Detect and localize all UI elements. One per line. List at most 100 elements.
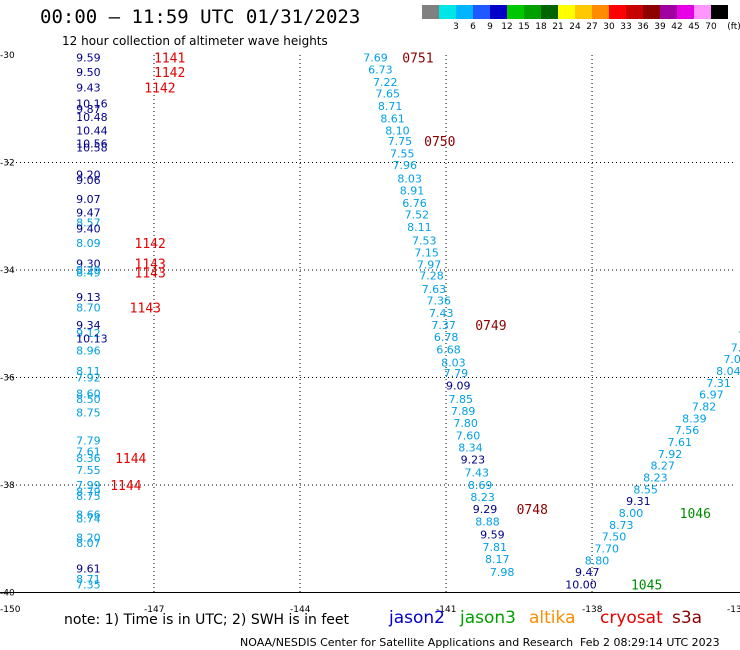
legend-label: 18 xyxy=(535,22,547,32)
wave-height-value: 8.49 xyxy=(76,267,101,280)
wave-height-value: 8.69 xyxy=(468,479,493,492)
wave-height-value: 9.30 xyxy=(76,258,101,271)
wave-height-value: 9.29 xyxy=(473,503,498,516)
legend-label: 42 xyxy=(671,22,683,32)
pass-time-label: 0751 xyxy=(402,52,433,67)
wave-height-value: 8.10 xyxy=(385,124,410,137)
wave-height-value: 8.23 xyxy=(470,491,495,504)
wave-height-value: 8.20 xyxy=(76,532,101,545)
legend-swatch xyxy=(609,5,626,19)
wave-height-value: 10.00 xyxy=(565,578,597,591)
pass-time-label: 0749 xyxy=(475,319,506,334)
wave-height-value: 7.31 xyxy=(706,377,731,390)
legend-swatch xyxy=(507,5,524,19)
wave-height-value: 8.27 xyxy=(650,460,675,473)
latitude-label: -30 xyxy=(0,51,15,61)
pass-time-label: 1141 xyxy=(154,52,185,67)
wave-height-value: 6.76 xyxy=(402,197,427,210)
wave-height-value: 7.43 xyxy=(429,307,454,320)
wave-height-value: 9.34 xyxy=(76,319,101,332)
legend-swatch xyxy=(422,5,439,19)
pass-time-label: 1142 xyxy=(135,237,166,252)
wave-height-value: 7.75 xyxy=(388,135,413,148)
wave-height-value: 8.57 xyxy=(76,217,101,230)
wave-height-value: 8.03 xyxy=(397,173,422,186)
wave-height-value: 9.47 xyxy=(575,566,600,579)
wave-height-value: 6.68 xyxy=(436,344,461,357)
wave-height-value: 8.09 xyxy=(76,237,101,250)
wave-height-value: 7.97 xyxy=(417,259,442,272)
wave-height-value: 9.61 xyxy=(76,562,101,575)
credit-line: NOAA/NESDIS Center for Satellite Applica… xyxy=(240,636,574,649)
wave-height-value: 8.11 xyxy=(76,365,101,378)
wave-height-value: 9.50 xyxy=(76,66,101,79)
pass-time-label: 0748 xyxy=(517,503,548,518)
wave-height-value: 6.73 xyxy=(368,64,393,77)
wave-height-value: 8.17 xyxy=(485,553,510,566)
wave-height-value: 9.07 xyxy=(76,193,101,206)
wave-height-value: 8.66 xyxy=(76,509,101,522)
legend-label: 6 xyxy=(470,22,476,32)
legend-swatch xyxy=(592,5,609,19)
wave-height-value: 7.22 xyxy=(373,76,398,89)
page-title: 00:00 – 11:59 UTC 01/31/2023 xyxy=(40,6,361,28)
wave-height-value: 8.39 xyxy=(682,412,707,425)
wave-height-value: 8.61 xyxy=(380,112,405,125)
wave-height-value: 7.92 xyxy=(658,448,683,461)
satellite-name-altika: altika xyxy=(529,608,576,628)
wave-height-value: 6.97 xyxy=(699,389,724,402)
wave-height-value: 8.50 xyxy=(76,393,101,406)
wave-height-value: 10.58 xyxy=(76,141,108,154)
wave-height-value: 7.81 xyxy=(483,541,508,554)
wave-height-value: 8.60 xyxy=(76,388,101,401)
pass-time-label: 1143 xyxy=(135,258,166,273)
wave-height-value: 8.79 xyxy=(76,485,101,498)
satellite-name-s3a: s3a xyxy=(672,608,703,628)
wave-height-value: 8.71 xyxy=(76,573,101,586)
wave-height-value: 7.55 xyxy=(390,147,415,160)
latitude-label: -32 xyxy=(0,159,15,169)
wave-height-value: 8.91 xyxy=(400,184,425,197)
wave-height-value: 9.12 xyxy=(76,327,101,340)
wave-height-value: 7.37 xyxy=(731,341,740,354)
legend-swatch xyxy=(643,5,660,19)
wave-height-value: 8.74 xyxy=(76,512,101,525)
wave-height-value: 9.23 xyxy=(461,454,486,467)
wave-height-value: 10.13 xyxy=(76,332,108,345)
wave-height-value: 7.55 xyxy=(76,464,101,477)
legend-swatch xyxy=(694,5,711,19)
satellite-name-jason3: jason3 xyxy=(460,608,516,628)
wave-height-value: 7.43 xyxy=(465,467,490,480)
legend-label: 21 xyxy=(552,22,564,32)
wave-height-value: 8.34 xyxy=(458,441,483,454)
longitude-label: -150 xyxy=(0,605,21,615)
longitude-label: -138 xyxy=(582,605,603,615)
legend-unit: (ft) xyxy=(727,22,740,32)
wave-height-value: 9.31 xyxy=(626,495,651,508)
legend-label: 12 xyxy=(501,22,513,32)
wave-height-value: 9.47 xyxy=(76,206,101,219)
legend-label: 70 xyxy=(705,22,717,32)
pass-time-label: 1144 xyxy=(110,479,141,494)
legend-swatch xyxy=(524,5,541,19)
wave-height-value: 8.23 xyxy=(643,471,668,484)
wave-height-value: 8.88 xyxy=(475,516,500,529)
legend-swatch xyxy=(677,5,694,19)
wave-height-value: 7.37 xyxy=(431,319,456,332)
wave-height-value: 8.75 xyxy=(76,406,101,419)
wave-height-value: 9.06 xyxy=(76,174,101,187)
satellite-name-jason2: jason2 xyxy=(389,608,445,628)
latitude-label: -34 xyxy=(0,266,15,276)
wave-height-value: 7.28 xyxy=(419,269,444,282)
wave-height-value: 8.11 xyxy=(407,221,432,234)
legend-swatch xyxy=(558,5,575,19)
wave-height-value: 8.36 xyxy=(76,452,101,465)
legend-label: 45 xyxy=(688,22,700,32)
wave-height-value: 9.59 xyxy=(76,52,101,65)
legend-swatch xyxy=(575,5,592,19)
legend-label: 24 xyxy=(569,22,581,32)
legend-swatch xyxy=(660,5,677,19)
longitude-label: -147 xyxy=(144,605,164,615)
legend-label: 30 xyxy=(603,22,615,32)
wave-height-value: 7.79 xyxy=(444,367,469,380)
